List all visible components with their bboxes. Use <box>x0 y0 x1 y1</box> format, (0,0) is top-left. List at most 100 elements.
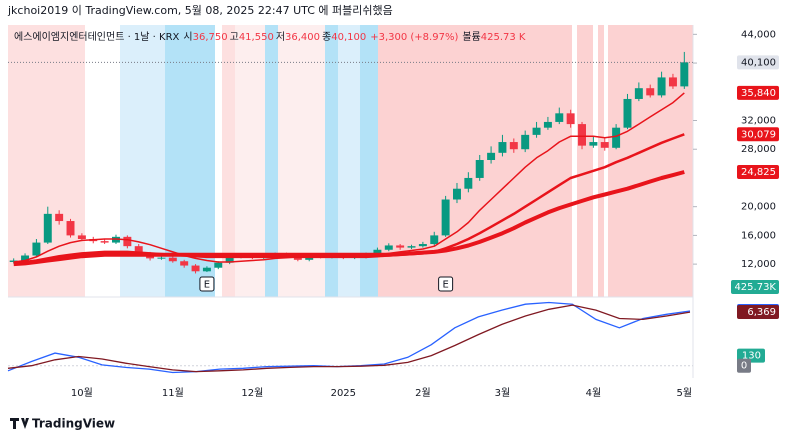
candle-body <box>521 134 530 150</box>
logo-icon <box>10 418 29 429</box>
band <box>325 25 338 297</box>
x-tick-label: 12월 <box>241 387 263 399</box>
candle-body <box>566 113 575 125</box>
moving-average <box>13 133 685 264</box>
candle-body <box>646 88 655 96</box>
candle-body <box>55 213 64 222</box>
x-tick-label: 4월 <box>586 387 602 399</box>
band <box>338 25 360 297</box>
candle-body <box>191 265 200 272</box>
y-tick-label: 28,000 <box>741 144 776 155</box>
candle-body <box>384 245 393 250</box>
legend-close: 40,100 <box>331 32 366 43</box>
candle-body <box>612 127 621 148</box>
macd-tag: 6,369 <box>747 307 776 318</box>
band <box>360 25 378 297</box>
candle-body <box>202 267 211 272</box>
candle-body <box>634 88 643 99</box>
legend-low: 36,400 <box>285 32 320 43</box>
candle-body <box>509 142 518 150</box>
event-label: E <box>204 280 210 291</box>
band <box>572 25 577 297</box>
legend-text: 에스에이엠지엔터테인먼트 · 1날 · KRX 시36,750 고41,550 저36… <box>14 31 526 43</box>
volume-tag: 425.73K <box>734 282 776 293</box>
candle-body <box>657 77 666 96</box>
candle-body <box>453 188 461 200</box>
ma-tag-bg <box>737 127 779 142</box>
legend-open-label: 시 <box>183 31 192 43</box>
candle-body <box>214 262 223 268</box>
candle-body <box>600 142 609 148</box>
hist-tag: 130 <box>742 351 761 362</box>
candle-body <box>475 160 484 178</box>
legend-low-label: 저 <box>276 31 285 43</box>
legend-volume: 425.73 K <box>481 32 526 43</box>
logo-text: TradingView <box>32 417 115 431</box>
legend-high: 41,550 <box>239 32 274 43</box>
candle-body <box>498 142 507 153</box>
candle-body <box>555 113 564 122</box>
legend-open: 36,750 <box>193 32 228 43</box>
zero-tag: 0 <box>741 361 747 372</box>
legend-volume-label: 볼륨 <box>462 31 480 43</box>
logo: TradingView <box>10 417 115 431</box>
candle-body <box>123 236 132 247</box>
x-tick-label: 3월 <box>495 387 511 399</box>
y-tick-label: 20,000 <box>741 202 776 213</box>
candle-body <box>134 246 143 254</box>
band <box>577 25 593 297</box>
last-price-tag-bg <box>737 55 779 70</box>
candle-body <box>225 256 234 263</box>
y-tick-label: 32,000 <box>741 116 776 127</box>
candle-body <box>532 127 541 135</box>
event-marker <box>199 276 215 292</box>
volume-tag-bg <box>731 280 779 294</box>
legend-close-label: 종 <box>322 31 331 43</box>
candle-body <box>578 124 586 146</box>
x-tick-label: 5월 <box>677 387 693 399</box>
y-tick-label: 16,000 <box>741 230 776 241</box>
x-tick-label: 11월 <box>162 387 184 399</box>
candle-body <box>66 221 75 236</box>
candle-body <box>441 199 450 236</box>
band <box>215 25 222 297</box>
macd-tag-bg <box>737 305 779 320</box>
band <box>378 25 572 297</box>
legend-symbol: 에스에이엠지엔터테인먼트 · 1날 · KRX <box>14 31 180 43</box>
band <box>278 25 325 297</box>
macd-line <box>7 304 691 373</box>
candle-body <box>623 98 632 128</box>
band <box>222 25 235 297</box>
moving-average <box>13 170 685 267</box>
candle-body <box>418 244 427 247</box>
band <box>598 25 604 297</box>
candle-body <box>293 256 302 260</box>
candle-body <box>373 249 382 255</box>
last-price-tag: 40,100 <box>741 57 776 68</box>
x-tick-label: 2025 <box>331 388 356 399</box>
candle-body <box>32 242 41 256</box>
ma-tag: 24,825 <box>741 167 776 178</box>
ma-tag: 35,840 <box>741 88 776 99</box>
candle-body <box>180 261 189 266</box>
candle-body <box>589 142 598 146</box>
legend-change: +3,300 (+8.97%) <box>370 32 458 43</box>
ma-tag: 30,079 <box>741 129 776 140</box>
band <box>593 25 598 297</box>
candle-body <box>100 241 109 243</box>
x-tick-label: 2월 <box>415 387 431 399</box>
candle-body <box>77 235 86 239</box>
band <box>235 25 265 297</box>
candle-body <box>21 255 30 261</box>
legend-high-label: 고 <box>230 32 239 43</box>
candle-body <box>43 213 52 243</box>
x-tick-label: 10월 <box>71 387 93 399</box>
candle-body <box>487 152 496 160</box>
zero-tag-bg <box>737 358 751 373</box>
event-label: E <box>442 280 448 291</box>
candle-body <box>543 121 552 128</box>
ma-tag-bg <box>737 165 779 180</box>
legend: 에스에이엠지엔터테인먼트 · 1날 · KRX 시36,750 고41,550 저36… <box>14 31 526 43</box>
